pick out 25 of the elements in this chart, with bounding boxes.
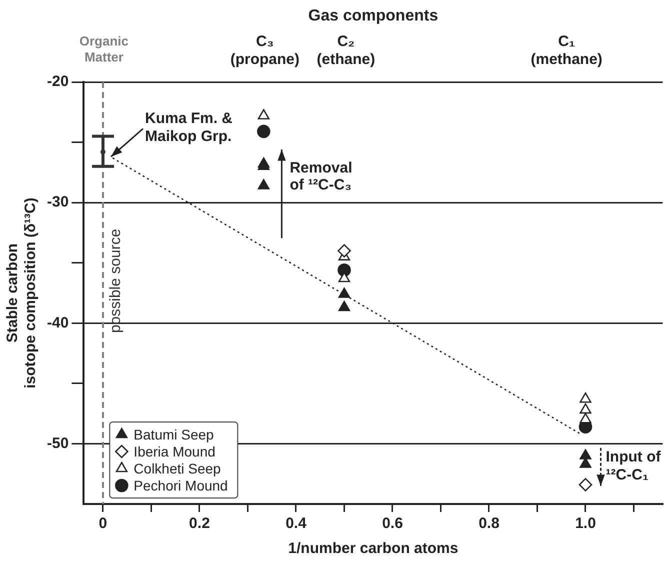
y-tick-label: -20: [46, 73, 69, 90]
text: C₂ (ethane): [316, 33, 376, 68]
legend-label: Colkheti Seep: [134, 460, 222, 476]
text: C₁ (methane): [530, 33, 602, 68]
x-tick-label: 0.8: [478, 515, 500, 532]
x-axis-title: 1/number carbon atoms: [288, 540, 458, 558]
x-tick-label: 1.0: [575, 515, 596, 532]
y-axis-title: Stable carbon isotope composition (δ¹³C): [4, 198, 40, 388]
x-tick-label: 0.6: [382, 515, 403, 532]
annotation: Kuma Fm. & Maikop Grp.: [144, 110, 233, 145]
annotation: Removal of ¹²C-C₃: [290, 160, 352, 194]
legend-label: Iberia Mound: [134, 443, 216, 460]
x-tick-label: 0.4: [286, 515, 308, 532]
x-tick-label: 0.2: [189, 515, 210, 532]
y-tick-label: -30: [46, 194, 69, 211]
y-tick-label: -50: [46, 434, 69, 452]
y-tick-label: -40: [46, 314, 69, 332]
x2-axis-title: Gas components: [308, 7, 438, 24]
ref-line-label: possible source: [107, 228, 124, 334]
legend-label: Pechori Mound: [134, 477, 228, 494]
text: Organic Matter: [79, 34, 129, 65]
text: C₃ (propane): [230, 33, 300, 68]
annotation: Input of ¹²C-C₁: [606, 448, 662, 484]
x-tick-label: 0: [98, 515, 108, 532]
legend-label: Batumi Seep: [134, 426, 214, 442]
